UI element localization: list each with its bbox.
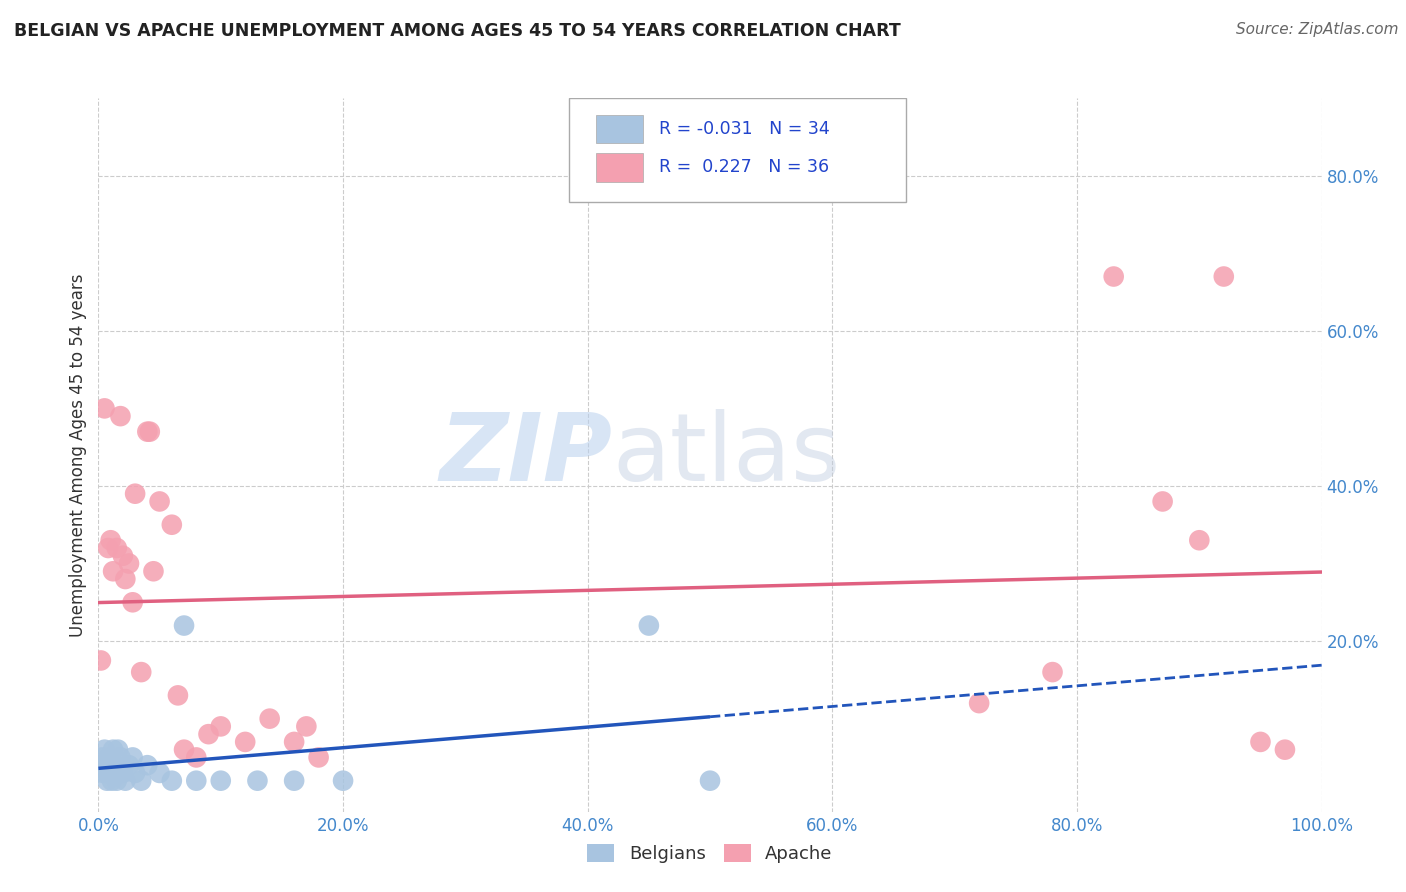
- Point: [149, 494, 172, 508]
- Point: [967, 696, 990, 710]
- Point: [107, 742, 129, 756]
- Bar: [596, 153, 643, 182]
- Point: [100, 533, 122, 548]
- Point: [93, 742, 115, 756]
- Point: [1042, 665, 1064, 679]
- Point: [149, 766, 172, 780]
- Point: [295, 719, 318, 733]
- Point: [173, 742, 195, 756]
- Point: [197, 727, 219, 741]
- Point: [283, 735, 305, 749]
- Point: [105, 773, 128, 788]
- Point: [90, 758, 112, 772]
- Point: [186, 750, 208, 764]
- Point: [332, 773, 354, 788]
- Point: [111, 766, 134, 780]
- Point: [118, 557, 141, 571]
- Point: [699, 773, 721, 788]
- Point: [1152, 494, 1174, 508]
- Point: [97, 766, 120, 780]
- Point: [233, 735, 256, 749]
- Point: [160, 517, 183, 532]
- Point: [1212, 269, 1234, 284]
- Point: [121, 595, 143, 609]
- Point: [110, 409, 132, 424]
- Point: [114, 572, 136, 586]
- Point: [104, 758, 127, 772]
- Text: R = -0.031   N = 34: R = -0.031 N = 34: [658, 120, 830, 137]
- Point: [1274, 742, 1296, 756]
- Y-axis label: Unemployment Among Ages 45 to 54 years: Unemployment Among Ages 45 to 54 years: [69, 273, 87, 637]
- Point: [283, 773, 305, 788]
- Point: [259, 712, 281, 726]
- Point: [103, 766, 125, 780]
- Point: [124, 766, 146, 780]
- Point: [139, 425, 162, 439]
- Point: [114, 773, 136, 788]
- Point: [142, 564, 165, 578]
- Point: [111, 549, 134, 563]
- Point: [121, 750, 143, 764]
- Point: [173, 618, 195, 632]
- FancyBboxPatch shape: [569, 98, 905, 202]
- Point: [129, 665, 152, 679]
- Point: [308, 750, 330, 764]
- Point: [100, 758, 122, 772]
- Point: [167, 689, 190, 703]
- Point: [101, 773, 124, 788]
- Point: [101, 742, 124, 756]
- Point: [91, 750, 114, 764]
- Point: [94, 758, 117, 772]
- Point: [136, 758, 159, 772]
- Point: [110, 750, 132, 764]
- Point: [136, 425, 159, 439]
- Legend: Belgians, Apache: Belgians, Apache: [581, 837, 839, 871]
- Point: [1249, 735, 1271, 749]
- Point: [186, 773, 208, 788]
- Point: [118, 758, 141, 772]
- Point: [105, 541, 128, 555]
- Text: atlas: atlas: [612, 409, 841, 501]
- Point: [129, 773, 152, 788]
- Point: [97, 541, 120, 555]
- Text: BELGIAN VS APACHE UNEMPLOYMENT AMONG AGES 45 TO 54 YEARS CORRELATION CHART: BELGIAN VS APACHE UNEMPLOYMENT AMONG AGE…: [14, 22, 901, 40]
- Point: [90, 653, 112, 667]
- Text: R =  0.227   N = 36: R = 0.227 N = 36: [658, 159, 828, 177]
- Point: [1102, 269, 1125, 284]
- Text: Source: ZipAtlas.com: Source: ZipAtlas.com: [1236, 22, 1399, 37]
- Point: [209, 773, 232, 788]
- Point: [101, 564, 124, 578]
- Point: [160, 773, 183, 788]
- Point: [91, 766, 114, 780]
- Point: [209, 719, 232, 733]
- Point: [246, 773, 269, 788]
- Point: [96, 773, 118, 788]
- Point: [108, 766, 131, 780]
- Bar: [596, 114, 643, 143]
- Point: [93, 401, 115, 416]
- Text: ZIP: ZIP: [439, 409, 612, 501]
- Point: [638, 618, 661, 632]
- Point: [124, 486, 146, 500]
- Point: [98, 750, 121, 764]
- Point: [1188, 533, 1211, 548]
